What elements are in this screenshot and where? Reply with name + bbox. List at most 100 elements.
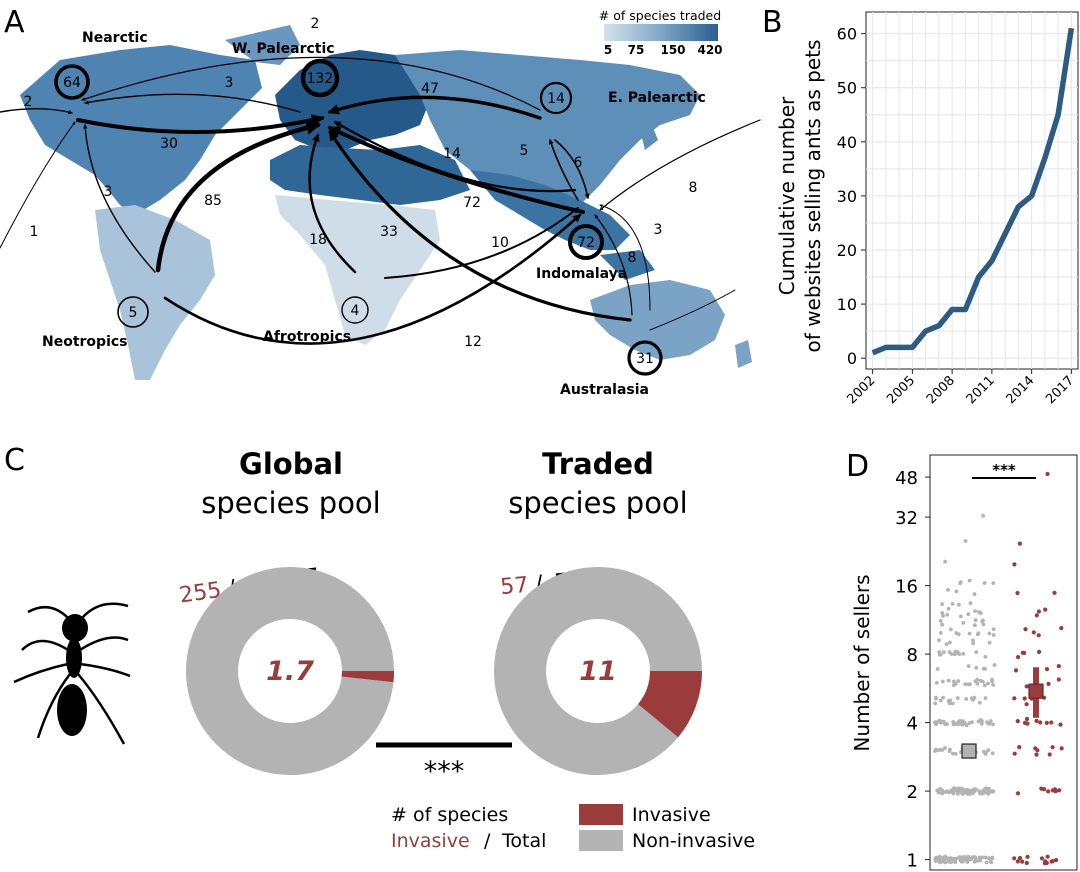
d-group-summaries (961, 667, 1044, 759)
flow-label: 18 (309, 232, 327, 248)
d-point-noninvasive (976, 858, 980, 863)
flow-labels: 2 3 2 30 47 14 72 85 18 33 3 1 5 6 8 3 8… (24, 16, 698, 350)
flow-label: 3 (225, 75, 234, 91)
d-point-noninvasive (972, 592, 977, 597)
d-point-invasive (1024, 702, 1029, 707)
indomalaya-region (470, 170, 630, 250)
c-legend-label: Invasive (632, 804, 711, 826)
d-point-noninvasive (965, 860, 970, 864)
d-point-invasive (1049, 859, 1054, 864)
d-point-noninvasive (953, 860, 958, 865)
c-legend-subtitle-total: Total (501, 830, 546, 852)
flow-label: 72 (463, 195, 481, 211)
continent-australia (590, 280, 725, 360)
flow-arrow (84, 93, 301, 113)
ant-silhouette (13, 602, 131, 745)
d-point-invasive (1023, 627, 1028, 632)
map-legend-tick: 420 (697, 43, 722, 57)
c-legend-subtitle-invasive: Invasive (391, 830, 470, 852)
donut-title-bold: Global (239, 447, 343, 481)
d-point-invasive (1043, 607, 1048, 612)
d-point-noninvasive (967, 721, 972, 725)
d-point-noninvasive (953, 681, 958, 686)
flow-label: 2 (311, 16, 320, 32)
d-point-invasive (1056, 664, 1061, 669)
d-point-noninvasive (978, 678, 983, 683)
d-point-noninvasive (950, 701, 955, 706)
flow-arrow (548, 139, 579, 201)
d-point-invasive (1020, 650, 1025, 655)
map-legend-tick: 5 (604, 43, 612, 57)
self-loop-value: 72 (577, 235, 595, 251)
d-point-noninvasive (976, 631, 981, 636)
d-point-invasive (1045, 854, 1050, 859)
b-x-tick-label: 2011 (964, 373, 998, 407)
d-point-noninvasive (945, 612, 950, 617)
d-point-noninvasive (978, 791, 983, 796)
d-point-noninvasive (991, 722, 995, 727)
d-point-noninvasive (983, 855, 988, 860)
panel-label-a: A (4, 5, 25, 40)
flow-arrow (554, 139, 590, 200)
flow-label: 3 (654, 222, 663, 238)
d-point-noninvasive (946, 790, 951, 794)
d-point-invasive (1012, 696, 1017, 701)
d-point-invasive (1034, 752, 1039, 757)
b-series-line (871, 27, 1075, 356)
d-point-noninvasive (952, 652, 957, 657)
self-loop-e-palearctic (539, 81, 573, 115)
d-point-noninvasive (936, 790, 941, 795)
d-point-invasive (1043, 859, 1048, 864)
map-legend-tick: 150 (660, 43, 685, 57)
d-point-noninvasive (980, 855, 985, 860)
d-point-noninvasive (986, 748, 991, 752)
d-point-noninvasive (938, 619, 943, 623)
d-point-invasive (1020, 859, 1025, 864)
self-loop-values: 64 132 14 72 5 4 31 (63, 71, 654, 367)
d-point-noninvasive (948, 640, 952, 645)
flow-arrow (384, 207, 580, 279)
flow-label: 12 (464, 334, 482, 350)
d-point-invasive (1025, 854, 1030, 859)
panel-label-c: C (4, 443, 25, 478)
d-y-tick-label: 32 (895, 508, 918, 529)
panel-c-donuts: C Global species pool 255 / (4, 443, 755, 852)
d-point-invasive (1059, 746, 1064, 751)
d-point-invasive (1036, 609, 1041, 614)
world-map (20, 25, 752, 380)
flow-label: 5 (520, 143, 529, 159)
region-names: Nearctic W. Palearctic E. Palearctic Ind… (42, 30, 706, 398)
flow-arrow (328, 130, 632, 322)
d-point-noninvasive (990, 677, 994, 682)
donut-invasive-segment (638, 671, 702, 738)
d-point-noninvasive (972, 859, 977, 864)
d-point-noninvasive (955, 791, 960, 796)
d-point-noninvasive (956, 632, 961, 637)
d-point-noninvasive (940, 611, 945, 615)
d-point-invasive (1047, 752, 1052, 757)
d-point-noninvasive (974, 650, 979, 655)
donut-traded: Traded species pool 57 / 520 11 (494, 447, 702, 775)
d-point-noninvasive (934, 858, 939, 863)
d-point-noninvasive (959, 857, 964, 861)
d-point-noninvasive (938, 631, 943, 635)
d-point-noninvasive (950, 602, 955, 606)
d-point-noninvasive (964, 789, 969, 794)
d-point-noninvasive (938, 720, 943, 725)
d-point-noninvasive (938, 698, 943, 703)
c-legend-title: # of species (391, 804, 508, 826)
b-y-tick-label: 30 (837, 187, 857, 206)
d-point-noninvasive (969, 696, 974, 701)
d-point-invasive (1036, 633, 1041, 638)
c-legend: # of species Invasive / Total Invasive N… (391, 804, 755, 852)
d-point-noninvasive (984, 860, 989, 865)
d-point-noninvasive (946, 859, 951, 864)
d-point-noninvasive (966, 612, 971, 616)
d-point-invasive (1017, 855, 1023, 861)
d-point-noninvasive (957, 602, 961, 607)
d-point-invasive (1012, 562, 1017, 567)
d-point-noninvasive (948, 698, 953, 703)
d-point-invasive (1024, 860, 1029, 866)
